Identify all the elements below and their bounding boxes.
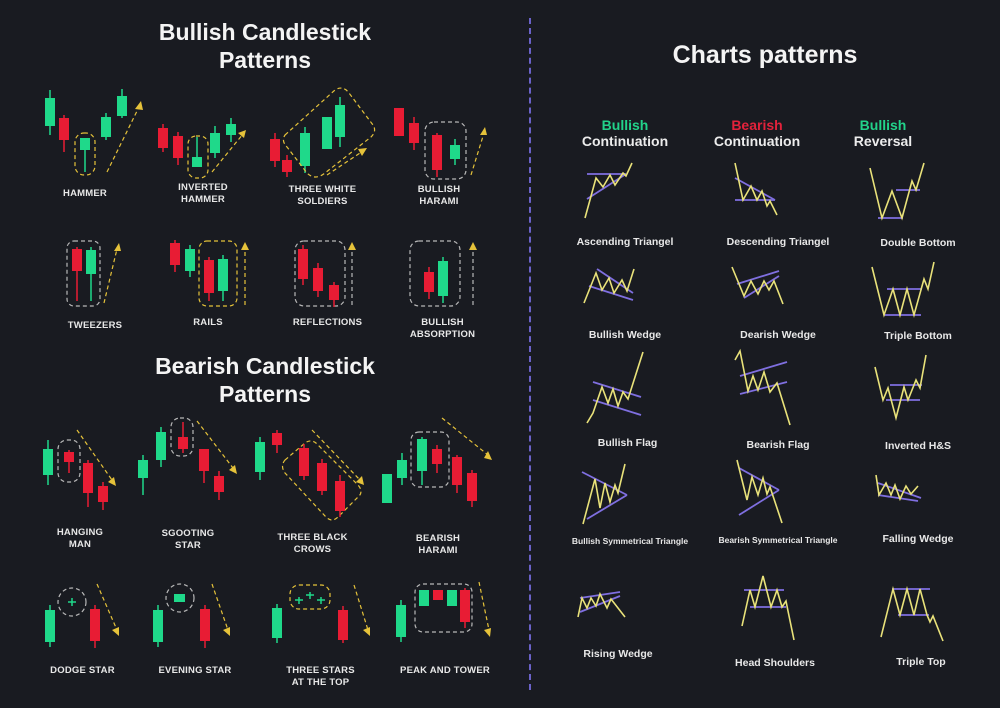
triple-top-icon xyxy=(880,585,944,642)
label-line-2: HARAMI xyxy=(419,196,459,207)
pattern-label-bullish-symmetrical-triangle: Bullish Symmetrical Triangle xyxy=(571,536,689,546)
head-and-shoulders-icon xyxy=(741,575,795,641)
label-line-2: CROWS xyxy=(293,544,332,555)
label-line-2: SOLDIERS xyxy=(297,196,348,207)
hanging-man-pattern-icon xyxy=(43,429,116,510)
bearish-candlestick-title: Bearish Candlestick Patterns xyxy=(130,352,400,408)
label-line-1: HANGING xyxy=(56,527,104,538)
descending-triangle-icon xyxy=(734,162,778,216)
bullish-absorption-pattern-icon xyxy=(409,240,477,307)
bearish-harami-pattern-icon xyxy=(382,417,492,507)
label-line-2: ABSORPTION xyxy=(409,329,476,340)
label-line-2: HAMMER xyxy=(181,194,225,205)
bullish-symmetrical-triangle-icon xyxy=(581,463,628,525)
falling-wedge-icon xyxy=(875,474,922,502)
pattern-label-bullish-wedge: Bullish Wedge xyxy=(588,329,662,341)
charts-patterns-title: Charts patterns xyxy=(672,41,858,69)
label-line-1: BULLISH xyxy=(417,184,461,195)
reflections-pattern-icon xyxy=(294,240,356,307)
ascending-triangle-icon xyxy=(584,162,633,219)
pattern-label-double-bottom: Double Bottom xyxy=(880,237,956,249)
label-line-1: THREE STARS xyxy=(286,665,355,676)
label-line-2: STAR xyxy=(175,540,201,551)
pattern-label-descending-triangle: Descending Triangel xyxy=(726,236,830,248)
label-line-2: AT THE TOP xyxy=(291,677,350,688)
label-line-1: SGOOTING xyxy=(161,528,215,539)
column-header-bearish-continuation: Bearish Continuation xyxy=(692,117,822,149)
three-white-soldiers-pattern-icon xyxy=(270,87,376,178)
label-line-1: BULLISH xyxy=(421,317,464,328)
pattern-label-bearish-wedge: Dearish Wedge xyxy=(740,329,816,341)
pattern-label-head-and-shoulders: Head Shoulders xyxy=(735,657,815,669)
three-stars-at-the-top-pattern-icon xyxy=(272,584,370,643)
pattern-label-inverted-hammer: INVERTED HAMMER xyxy=(163,182,243,206)
pattern-label-tweezers: TWEEZERS xyxy=(67,320,123,331)
tweezers-pattern-icon xyxy=(66,240,121,307)
label-line-1: BEARISH xyxy=(415,533,461,544)
column-sub: Reversal xyxy=(853,133,913,149)
pattern-label-triple-top: Triple Top xyxy=(896,656,946,668)
rails-pattern-icon xyxy=(170,240,249,307)
bearish-flag-icon xyxy=(734,348,791,426)
double-bottom-icon xyxy=(869,162,925,221)
triple-bottom-icon xyxy=(871,261,935,319)
bullish-wedge-icon xyxy=(583,268,635,304)
label-line-1: INVERTED xyxy=(178,182,228,193)
pattern-label-three-white-soldiers: THREE WHITE SOLDIERS xyxy=(280,184,365,208)
column-kind: Bearish xyxy=(731,117,783,133)
bullish-candlestick-title: Bullish Candlestick Patterns xyxy=(130,18,400,74)
pattern-label-three-stars-at-the-top: THREE STARS AT THE TOP xyxy=(278,665,363,689)
doji-star-pattern-icon xyxy=(45,583,119,648)
pattern-label-rails: RAILS xyxy=(193,317,223,328)
section-divider xyxy=(529,18,531,690)
label-line-2: HARAMI xyxy=(418,545,458,556)
bullish-flag-icon xyxy=(586,351,644,424)
bearish-wedge-icon xyxy=(731,266,784,305)
pattern-label-bearish-symmetrical-triangle: Bearish Symmetrical Triangle xyxy=(718,535,838,545)
pattern-label-shooting-star: SGOOTING STAR xyxy=(148,528,228,552)
pattern-label-bullish-flag: Bullish Flag xyxy=(597,437,658,449)
peak-and-tower-pattern-icon xyxy=(396,581,491,642)
pattern-label-evening-star: EVENING STAR xyxy=(158,665,232,676)
column-sub: Continuation xyxy=(581,133,669,149)
pattern-label-hanging-man: HANGING MAN xyxy=(40,527,120,551)
pattern-label-three-black-crows: THREE BLACK CROWS xyxy=(270,532,355,556)
pattern-label-hammer: HAMMER xyxy=(63,188,107,199)
pattern-label-bullish-harami: BULLISH HARAMI xyxy=(398,184,480,208)
column-kind: Bullish xyxy=(859,117,907,133)
rising-wedge-icon xyxy=(577,591,626,618)
three-black-crows-pattern-icon xyxy=(255,429,364,521)
pattern-label-rising-wedge: Rising Wedge xyxy=(583,648,653,660)
bearish-symmetrical-triangle-icon xyxy=(736,459,783,524)
title-line-1: Bullish Candlestick xyxy=(158,19,372,45)
pattern-label-bearish-flag: Bearish Flag xyxy=(746,439,810,451)
evening-star-pattern-icon xyxy=(153,583,230,648)
label-line-2: MAN xyxy=(68,539,92,550)
inverted-hammer-pattern-icon xyxy=(158,118,246,179)
shooting-star-pattern-icon xyxy=(138,417,237,500)
column-header-bullish-continuation: Bullish Continuation xyxy=(560,117,690,149)
pattern-label-triple-bottom: Triple Bottom xyxy=(884,330,952,342)
title-line-1: Bearish Candlestick xyxy=(155,353,375,379)
label-line-1: THREE BLACK xyxy=(277,532,348,543)
pattern-label-reflections: REFLECTIONS xyxy=(292,317,363,328)
column-kind: Bullish xyxy=(601,117,649,133)
pattern-label-bullish-absorption: BULLISH ABSORPTION xyxy=(400,317,485,341)
pattern-label-inverted-head-and-shoulders: Inverted H&S xyxy=(885,440,951,452)
column-sub: Continuation xyxy=(713,133,801,149)
pattern-label-doji-star: DODGE STAR xyxy=(50,665,115,676)
label-line-1: THREE WHITE xyxy=(288,184,357,195)
title-line-2: Patterns xyxy=(218,47,312,73)
pattern-label-bearish-harami: BEARISH HARAMI xyxy=(397,533,479,557)
bullish-harami-pattern-icon xyxy=(394,108,487,180)
hammer-pattern-icon xyxy=(45,89,143,176)
pattern-label-ascending-triangle: Ascending Triangel xyxy=(576,236,674,248)
pattern-label-peak-and-tower: PEAK AND TOWER xyxy=(400,665,490,676)
pattern-label-falling-wedge: Falling Wedge xyxy=(882,533,954,545)
title-line-2: Patterns xyxy=(218,381,312,407)
column-header-bullish-reversal: Bullish Reversal xyxy=(818,117,948,149)
inverted-head-and-shoulders-icon xyxy=(874,354,927,422)
